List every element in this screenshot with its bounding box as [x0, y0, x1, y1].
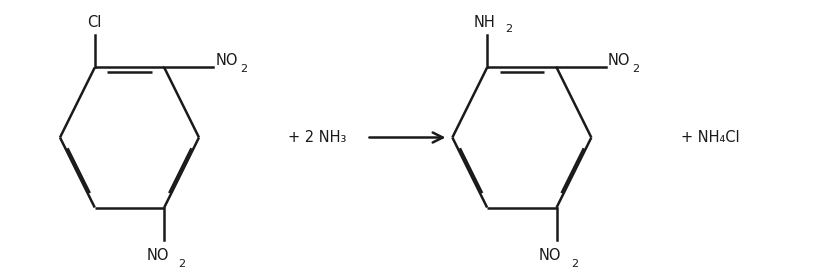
Text: 2: 2: [505, 24, 512, 34]
Text: NO: NO: [216, 53, 238, 68]
Text: 2: 2: [179, 259, 186, 269]
Text: 2: 2: [571, 259, 578, 269]
Text: NO: NO: [539, 248, 561, 263]
Text: 2: 2: [240, 64, 248, 74]
Text: NO: NO: [608, 53, 630, 68]
Text: + 2 NH₃: + 2 NH₃: [288, 130, 346, 145]
Text: Cl: Cl: [87, 15, 102, 30]
Text: NH: NH: [474, 15, 495, 30]
Text: NO: NO: [146, 248, 169, 263]
Text: + NH₄Cl: + NH₄Cl: [681, 130, 739, 145]
Text: 2: 2: [633, 64, 639, 74]
